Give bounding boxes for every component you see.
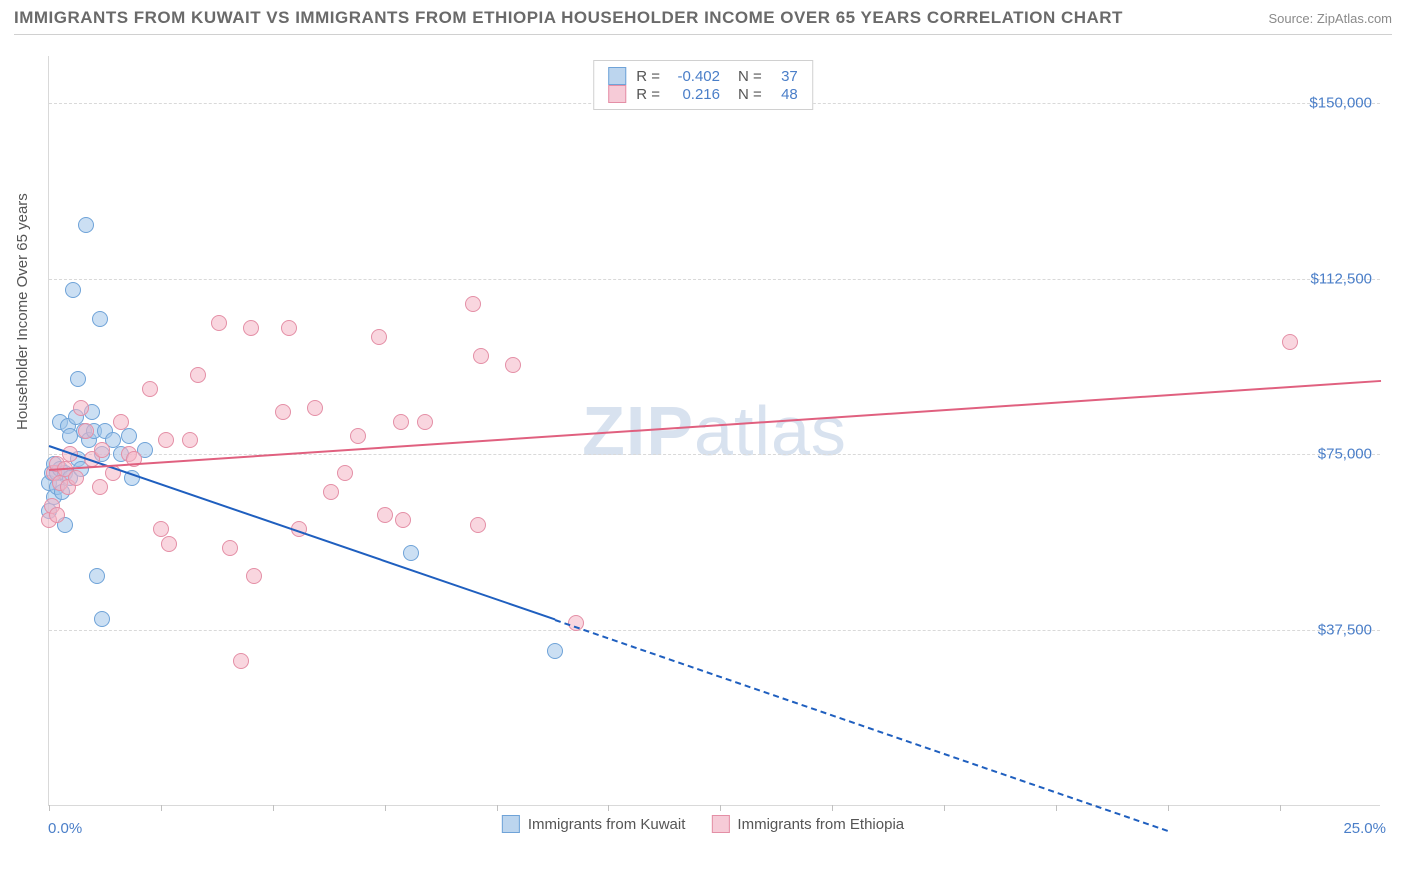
data-point (68, 470, 84, 486)
data-point (94, 611, 110, 627)
x-tick (161, 805, 162, 811)
data-point (158, 432, 174, 448)
x-tick (49, 805, 50, 811)
x-tick (1168, 805, 1169, 811)
legend-row-ethiopia: R = 0.216 N = 48 (608, 85, 798, 103)
x-axis-min-label: 0.0% (48, 820, 82, 837)
data-point (1282, 334, 1298, 350)
legend-label-ethiopia: Immigrants from Ethiopia (737, 816, 904, 833)
x-tick (385, 805, 386, 811)
trend-line-extrapolated (555, 619, 1168, 832)
data-point (70, 371, 86, 387)
data-point (465, 296, 481, 312)
data-point (281, 320, 297, 336)
x-tick (944, 805, 945, 811)
swatch-ethiopia (608, 85, 626, 103)
correlation-chart: IMMIGRANTS FROM KUWAIT VS IMMIGRANTS FRO… (0, 0, 1406, 892)
n-label: N = (738, 86, 762, 103)
x-tick (273, 805, 274, 811)
swatch-kuwait (502, 815, 520, 833)
r-label: R = (636, 86, 660, 103)
data-point (246, 568, 262, 584)
legend-item-kuwait: Immigrants from Kuwait (502, 815, 686, 833)
y-tick-label: $75,000 (1318, 446, 1372, 463)
n-label: N = (738, 68, 762, 85)
n-value-ethiopia: 48 (772, 86, 798, 103)
r-value-kuwait: -0.402 (670, 68, 720, 85)
y-tick-label: $150,000 (1309, 94, 1372, 111)
data-point (395, 512, 411, 528)
data-point (222, 540, 238, 556)
data-point (275, 404, 291, 420)
gridline (49, 279, 1380, 280)
chart-title: IMMIGRANTS FROM KUWAIT VS IMMIGRANTS FRO… (14, 8, 1123, 28)
series-legend: Immigrants from Kuwait Immigrants from E… (502, 815, 904, 833)
x-tick (608, 805, 609, 811)
title-bar: IMMIGRANTS FROM KUWAIT VS IMMIGRANTS FRO… (14, 8, 1392, 35)
y-tick-label: $112,500 (1311, 270, 1372, 287)
data-point (243, 320, 259, 336)
x-tick (497, 805, 498, 811)
y-axis-label: Householder Income Over 65 years (14, 193, 31, 430)
legend-row-kuwait: R = -0.402 N = 37 (608, 67, 798, 85)
data-point (78, 217, 94, 233)
data-point (403, 545, 419, 561)
y-tick-label: $37,500 (1318, 622, 1372, 639)
data-point (505, 357, 521, 373)
data-point (78, 423, 94, 439)
data-point (233, 653, 249, 669)
data-point (323, 484, 339, 500)
data-point (182, 432, 198, 448)
trend-line (49, 445, 556, 620)
data-point (161, 536, 177, 552)
gridline (49, 630, 1380, 631)
data-point (142, 381, 158, 397)
x-tick (1280, 805, 1281, 811)
data-point (393, 414, 409, 430)
x-tick (832, 805, 833, 811)
watermark-suffix: atlas (694, 392, 847, 470)
data-point (547, 643, 563, 659)
legend-label-kuwait: Immigrants from Kuwait (528, 816, 686, 833)
x-axis-max-label: 25.0% (1343, 820, 1386, 837)
n-value-kuwait: 37 (772, 68, 798, 85)
data-point (417, 414, 433, 430)
x-tick (720, 805, 721, 811)
data-point (377, 507, 393, 523)
data-point (190, 367, 206, 383)
source-attribution: Source: ZipAtlas.com (1268, 11, 1392, 26)
data-point (337, 465, 353, 481)
data-point (49, 507, 65, 523)
data-point (65, 282, 81, 298)
data-point (211, 315, 227, 331)
plot-area: ZIPatlas $37,500$75,000$112,500$150,000 (48, 56, 1380, 806)
data-point (92, 479, 108, 495)
data-point (307, 400, 323, 416)
swatch-kuwait (608, 67, 626, 85)
x-tick (1056, 805, 1057, 811)
data-point (121, 428, 137, 444)
r-label: R = (636, 68, 660, 85)
data-point (113, 414, 129, 430)
r-value-ethiopia: 0.216 (670, 86, 720, 103)
data-point (92, 311, 108, 327)
swatch-ethiopia (711, 815, 729, 833)
data-point (89, 568, 105, 584)
data-point (94, 442, 110, 458)
data-point (73, 400, 89, 416)
legend-item-ethiopia: Immigrants from Ethiopia (711, 815, 904, 833)
data-point (470, 517, 486, 533)
correlation-legend: R = -0.402 N = 37 R = 0.216 N = 48 (593, 60, 813, 110)
trend-line (49, 379, 1381, 470)
data-point (473, 348, 489, 364)
data-point (371, 329, 387, 345)
data-point (350, 428, 366, 444)
